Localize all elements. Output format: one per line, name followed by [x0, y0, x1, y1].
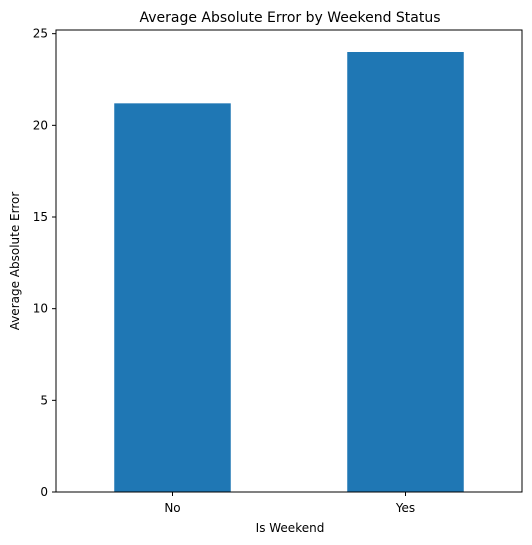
y-tick-label: 20 [33, 118, 48, 132]
y-axis-ticks: 0 5 10 15 20 25 [33, 27, 56, 499]
bar-yes [347, 52, 464, 492]
y-tick-label: 15 [33, 210, 48, 224]
y-tick-label: 5 [40, 393, 48, 407]
y-tick-label: 25 [33, 27, 48, 41]
y-tick-label: 0 [40, 485, 48, 499]
bars [114, 52, 464, 492]
x-axis-label: Is Weekend [256, 521, 325, 535]
plot-frame [55, 29, 523, 493]
x-axis-ticks: No Yes [164, 492, 415, 515]
y-axis-label: Average Absolute Error [8, 192, 22, 331]
bar-no [114, 103, 231, 492]
y-tick-label: 10 [33, 302, 48, 316]
x-tick-label: No [164, 501, 180, 515]
chart-title: Average Absolute Error by Weekend Status [139, 10, 440, 26]
x-tick-label: Yes [395, 501, 415, 515]
